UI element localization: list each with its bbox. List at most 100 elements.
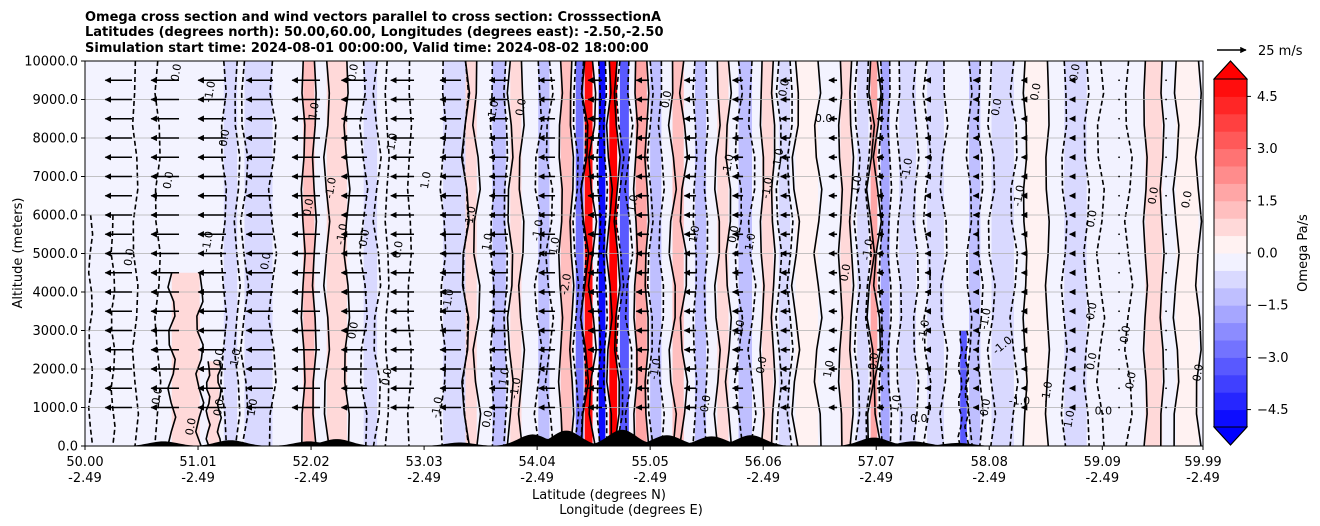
contour-label: -1.0	[731, 319, 748, 342]
chart-title-line-3: Simulation start time: 2024-08-01 00:00:…	[85, 41, 649, 56]
x-tick-label-2: -2.49	[859, 471, 893, 486]
contour-label: -1.0	[1009, 395, 1030, 408]
wind-vector-dot	[1118, 368, 1120, 370]
wind-vector-dot	[1165, 98, 1167, 101]
contour-label: 0.0	[866, 351, 882, 370]
colorbar-level	[1214, 409, 1247, 428]
wind-vector-dot	[1118, 387, 1120, 390]
chart-title-line-1: Omega cross section and wind vectors par…	[85, 10, 661, 25]
wind-vector-dot	[1165, 117, 1167, 120]
y-axis: 0.0 1000.0 2000.0 3000.0 4000.0 5000.0 6000.0 7…	[24, 55, 85, 455]
wind-vector-dot	[1165, 79, 1167, 82]
contour-label: 0.0	[1190, 363, 1206, 382]
contour-label: 0.0	[183, 417, 199, 436]
contour-label: 0.0	[726, 224, 742, 243]
wind-vector-dot	[1118, 406, 1120, 409]
wind-vector-dot	[1165, 175, 1167, 178]
contour-label: 0.0	[356, 228, 372, 247]
y-tick-label: 1000.0	[33, 401, 79, 416]
contour-label: 0.0	[211, 348, 227, 367]
x-tick-label-2: -2.49	[181, 471, 215, 486]
y-tick-label: 2000.0	[33, 363, 79, 378]
contour-label: 1.0	[306, 101, 322, 120]
contour-label: -1.0	[485, 99, 502, 122]
contour-label: -1.0	[199, 230, 216, 253]
contour-label: -1.0	[202, 80, 219, 103]
omega-contour-line	[957, 330, 963, 446]
contour-label: 0.0	[1123, 371, 1139, 390]
x-tick-label: 57.07	[858, 455, 895, 470]
chart-title-line-2: Latitudes (degrees north): 50.00,60.00, …	[85, 25, 664, 40]
y-tick-label: 5000.0	[33, 247, 79, 262]
x-tick-label-2: -2.49	[68, 471, 102, 486]
contour-label: -1.0	[334, 222, 351, 245]
x-tick-label: 55.05	[632, 455, 669, 470]
contour-label: 1.0	[770, 147, 786, 166]
wind-vector-dot	[1118, 117, 1120, 120]
contour-label: 0.0	[479, 409, 495, 428]
colorbar-extend-max	[1212, 60, 1249, 80]
wind-vector-dot	[1165, 406, 1167, 409]
colorbar-level	[1214, 96, 1247, 115]
wind-vector-layer	[104, 77, 1167, 411]
wind-vector-dot	[1118, 310, 1120, 313]
contour-label: 0.0	[838, 263, 854, 282]
colorbar-level	[1214, 183, 1247, 202]
contour-label: 0.0	[379, 367, 395, 386]
x-tick-label: 54.04	[519, 455, 556, 470]
colorbar-tick-label: −4.5	[1257, 403, 1289, 418]
wind-vector-dot	[1165, 368, 1167, 370]
contour-label: 0.0	[1095, 404, 1113, 417]
y-tick-label: 8000.0	[33, 132, 79, 147]
contour-label: 0.0	[1084, 351, 1100, 370]
terrain-profile	[85, 429, 1203, 446]
contour-label: 1.0	[479, 232, 495, 251]
x-tick-label-2: -2.49	[407, 471, 441, 486]
x-tick-label: 50.00	[66, 455, 103, 470]
contour-label: 0.0	[258, 251, 274, 270]
wind-vector-dot	[1118, 98, 1120, 101]
wind-vector-dot	[1118, 175, 1120, 178]
x-axis-label: Latitude (degrees N)	[532, 488, 666, 503]
colorbar-level	[1214, 340, 1247, 358]
contour-label: -1.0	[529, 219, 546, 242]
omega-column	[208, 361, 220, 446]
wind-vector-dot	[1165, 348, 1167, 351]
omega-contour-line	[205, 361, 211, 446]
y-axis-label: Altitude (meters)	[11, 198, 26, 309]
wind-vector-dot	[1118, 233, 1120, 236]
x-tick-label-2: -2.49	[746, 471, 780, 486]
omega-contour-line	[194, 272, 205, 446]
colorbar-tick-label: 4.5	[1257, 90, 1278, 105]
colorbar-tick-label: 1.5	[1257, 194, 1278, 209]
wind-vector-dot	[1165, 329, 1167, 332]
x-tick-label-2: -2.49	[520, 471, 554, 486]
wind-vector-dot	[1165, 291, 1167, 293]
colorbar-tick-label: −3.0	[1257, 351, 1289, 366]
contour-label: -1.0	[860, 238, 877, 261]
contour-label: 0.0	[659, 90, 675, 109]
contour-label: -1.0	[899, 157, 916, 180]
colorbar-level	[1214, 131, 1247, 150]
contour-label: 0.0	[1145, 186, 1161, 205]
y-tick-label: 9000.0	[33, 93, 79, 108]
contour-label: 0.0	[977, 398, 993, 417]
colorbar: 4.5 3.0 1.5 0.0 −1.5 −3.0 −4.5	[1212, 60, 1289, 446]
omega-contour-line	[216, 361, 223, 446]
x-tick-label-2: -2.49	[1085, 471, 1119, 486]
wind-vector-dot	[1118, 329, 1120, 332]
x-tick-label: 58.08	[971, 455, 1008, 470]
contour-label: 0.0	[910, 412, 928, 425]
contour-label: -1.0	[1039, 380, 1056, 403]
x-tick-label: 56.06	[745, 455, 782, 470]
contour-label: 0.0	[300, 197, 316, 216]
contour-label: 0.0	[754, 355, 770, 374]
x-tick-label: 59.09	[1084, 455, 1121, 470]
contour-label: 0.0	[1179, 190, 1195, 209]
wind-vector-dot	[1165, 214, 1167, 216]
colorbar-level	[1214, 392, 1247, 411]
wind-vector-dot	[1118, 137, 1120, 139]
contour-label: -1.0	[1011, 184, 1028, 207]
contour-label: 1.0	[1061, 409, 1077, 428]
terrain-layer	[85, 429, 1203, 446]
